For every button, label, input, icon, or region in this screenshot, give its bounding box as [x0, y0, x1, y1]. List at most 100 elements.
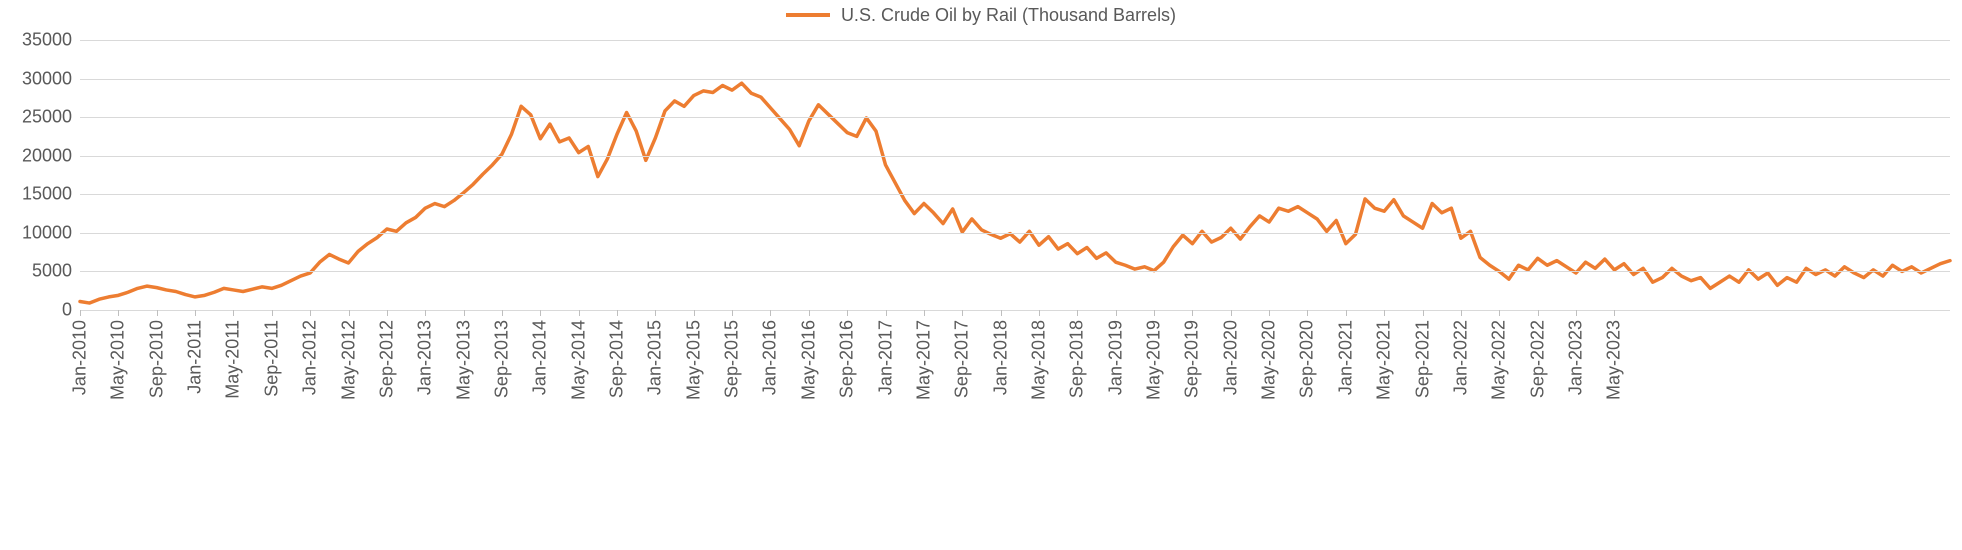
- grid-line: [80, 310, 1950, 311]
- x-tick-mark: [1423, 310, 1424, 316]
- y-tick-label: 35000: [22, 30, 72, 51]
- x-tick-label: Jan-2014: [530, 320, 551, 395]
- x-tick-label: May-2020: [1259, 320, 1280, 400]
- grid-line: [80, 271, 1950, 272]
- x-tick-mark: [310, 310, 311, 316]
- x-tick-label: May-2019: [1144, 320, 1165, 400]
- x-tick-mark: [1192, 310, 1193, 316]
- x-tick-label: Sep-2021: [1412, 320, 1433, 398]
- x-tick-label: May-2010: [108, 320, 129, 400]
- x-tick-mark: [425, 310, 426, 316]
- legend-swatch: [786, 13, 830, 17]
- grid-line: [80, 117, 1950, 118]
- x-tick-label: Jan-2020: [1220, 320, 1241, 395]
- x-tick-mark: [540, 310, 541, 316]
- x-tick-label: May-2022: [1489, 320, 1510, 400]
- x-tick-mark: [1039, 310, 1040, 316]
- y-axis-tick-labels: 05000100001500020000250003000035000: [0, 40, 80, 310]
- y-tick-label: 5000: [32, 261, 72, 282]
- y-tick-label: 0: [62, 300, 72, 321]
- x-tick-mark: [502, 310, 503, 316]
- x-tick-mark: [157, 310, 158, 316]
- x-tick-label: Jan-2016: [760, 320, 781, 395]
- x-tick-label: Sep-2017: [952, 320, 973, 398]
- x-tick-mark: [732, 310, 733, 316]
- x-tick-label: Sep-2011: [261, 320, 282, 397]
- x-tick-label: Sep-2010: [146, 320, 167, 398]
- x-tick-label: Jan-2018: [990, 320, 1011, 395]
- x-tick-label: Sep-2022: [1527, 320, 1548, 398]
- x-tick-label: Jan-2010: [70, 320, 91, 395]
- grid-line: [80, 233, 1950, 234]
- x-tick-label: May-2013: [453, 320, 474, 400]
- x-tick-label: May-2011: [223, 320, 244, 399]
- x-tick-mark: [1576, 310, 1577, 316]
- x-tick-label: Jan-2022: [1450, 320, 1471, 395]
- x-tick-label: May-2014: [568, 320, 589, 400]
- line-layer: [80, 40, 1950, 310]
- y-tick-label: 25000: [22, 107, 72, 128]
- x-tick-label: Sep-2016: [837, 320, 858, 398]
- x-tick-mark: [809, 310, 810, 316]
- legend-label: U.S. Crude Oil by Rail (Thousand Barrels…: [841, 5, 1176, 25]
- grid-line: [80, 156, 1950, 157]
- x-tick-mark: [579, 310, 580, 316]
- x-tick-mark: [1231, 310, 1232, 316]
- x-tick-label: Jan-2013: [415, 320, 436, 395]
- x-tick-label: May-2018: [1028, 320, 1049, 400]
- x-tick-mark: [118, 310, 119, 316]
- grid-line: [80, 40, 1950, 41]
- x-tick-mark: [1614, 310, 1615, 316]
- x-tick-label: May-2016: [798, 320, 819, 400]
- x-tick-label: Jan-2011: [185, 320, 206, 394]
- y-tick-label: 15000: [22, 184, 72, 205]
- x-tick-mark: [924, 310, 925, 316]
- x-tick-mark: [272, 310, 273, 316]
- y-tick-label: 20000: [22, 145, 72, 166]
- legend: U.S. Crude Oil by Rail (Thousand Barrels…: [0, 4, 1962, 26]
- x-tick-label: Jan-2023: [1566, 320, 1587, 395]
- x-tick-label: Jan-2017: [875, 320, 896, 395]
- x-tick-mark: [387, 310, 388, 316]
- x-tick-mark: [1461, 310, 1462, 316]
- x-tick-label: May-2023: [1604, 320, 1625, 400]
- x-tick-mark: [770, 310, 771, 316]
- grid-line: [80, 79, 1950, 80]
- x-tick-label: Sep-2013: [491, 320, 512, 398]
- x-tick-label: Sep-2020: [1297, 320, 1318, 398]
- x-tick-label: May-2017: [913, 320, 934, 400]
- x-tick-mark: [962, 310, 963, 316]
- x-tick-mark: [694, 310, 695, 316]
- x-axis-tick-labels: Jan-2010May-2010Sep-2010Jan-2011May-2011…: [80, 320, 1950, 550]
- x-tick-mark: [80, 310, 81, 316]
- x-tick-label: Jan-2021: [1335, 320, 1356, 395]
- x-tick-mark: [1154, 310, 1155, 316]
- x-tick-mark: [233, 310, 234, 316]
- x-tick-mark: [1269, 310, 1270, 316]
- x-tick-label: May-2015: [683, 320, 704, 400]
- chart-container: U.S. Crude Oil by Rail (Thousand Barrels…: [0, 0, 1962, 540]
- x-tick-label: Jan-2019: [1105, 320, 1126, 395]
- x-tick-mark: [655, 310, 656, 316]
- x-tick-mark: [886, 310, 887, 316]
- x-tick-mark: [847, 310, 848, 316]
- x-tick-label: Sep-2015: [722, 320, 743, 398]
- x-tick-label: Sep-2012: [376, 320, 397, 398]
- plot-area: [80, 40, 1950, 310]
- x-tick-mark: [617, 310, 618, 316]
- x-tick-label: Jan-2012: [300, 320, 321, 395]
- x-tick-mark: [1116, 310, 1117, 316]
- x-tick-label: Sep-2014: [607, 320, 628, 398]
- x-tick-label: Jan-2015: [645, 320, 666, 395]
- x-tick-mark: [349, 310, 350, 316]
- y-tick-label: 30000: [22, 68, 72, 89]
- x-tick-mark: [1001, 310, 1002, 316]
- x-tick-label: Sep-2018: [1067, 320, 1088, 398]
- x-tick-mark: [1077, 310, 1078, 316]
- x-tick-mark: [1538, 310, 1539, 316]
- y-tick-label: 10000: [22, 222, 72, 243]
- x-tick-label: May-2012: [338, 320, 359, 400]
- x-tick-mark: [1346, 310, 1347, 316]
- x-tick-label: May-2021: [1374, 320, 1395, 400]
- grid-line: [80, 194, 1950, 195]
